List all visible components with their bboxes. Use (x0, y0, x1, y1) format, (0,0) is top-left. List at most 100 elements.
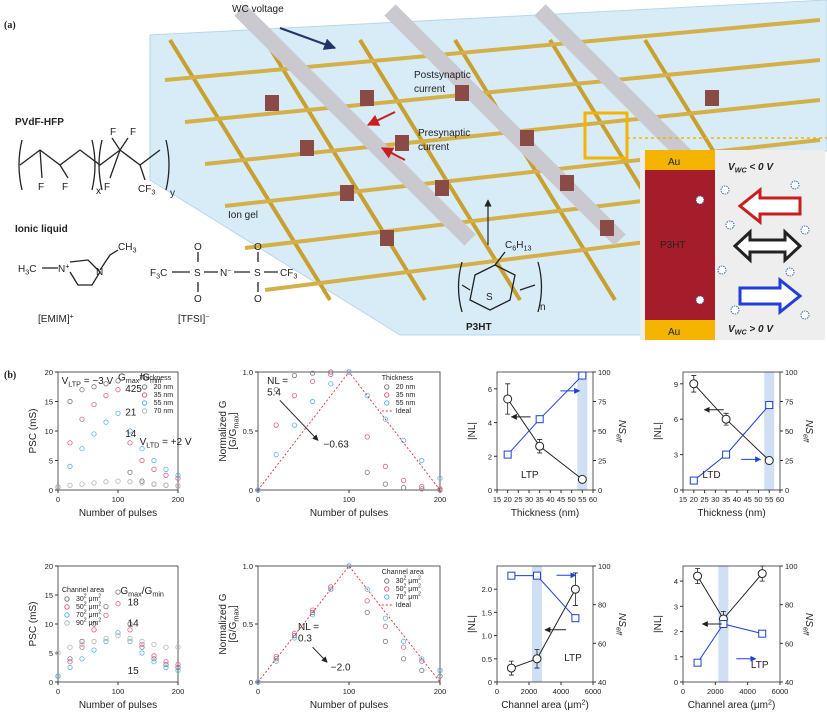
data-point (506, 663, 516, 673)
annotation: 14 (128, 618, 140, 629)
atom-label: F (110, 127, 116, 138)
x-axis-label: Channel area (μm2) (688, 698, 776, 712)
y2-tick-label: 100 (785, 562, 798, 571)
data-point (419, 667, 425, 674)
text-part: CF (138, 184, 151, 195)
data-point (79, 656, 85, 662)
data-point (382, 463, 388, 469)
data-point (291, 635, 297, 641)
x-tick-label: 30 (711, 495, 719, 504)
text-part: 2 (98, 618, 101, 624)
data-point (578, 371, 587, 380)
y2-tick-label: 75 (598, 398, 606, 407)
data-point (758, 629, 767, 638)
transistor-channel (265, 95, 279, 111)
annotation: 15 (128, 666, 140, 677)
text-part: NS (803, 613, 814, 627)
data-point (91, 621, 97, 627)
data-point (151, 641, 157, 647)
bottom-electrode (168, 38, 332, 302)
data-point (151, 457, 157, 464)
data-point (346, 369, 352, 375)
data-point (91, 627, 97, 633)
x-tick-label: 15 (493, 495, 501, 504)
x-tick-label: 20 (503, 495, 511, 504)
atom-label: y (170, 188, 175, 199)
x-axis-label: Number of pulses (79, 700, 157, 711)
data-point (127, 440, 133, 446)
legend-label: 20 nm (396, 384, 416, 391)
text-part: 2 (404, 592, 407, 598)
text-part: 2 (418, 592, 421, 598)
legend-label: 502 μm2 (396, 584, 421, 594)
y-tick-label: 4 (488, 419, 492, 428)
label: current (418, 142, 449, 153)
data-point (55, 673, 61, 679)
ion (725, 220, 735, 230)
data-point (291, 372, 297, 379)
series-line (697, 623, 763, 663)
atom-label: CF3 (280, 268, 297, 281)
x-tick-label: 20 (690, 495, 698, 504)
text-part: C (29, 264, 36, 275)
data-point (67, 440, 73, 446)
label: VWC > 0 V (728, 324, 774, 337)
chart: 0 2000 4000 6000 0 1 2 3 4 40 60 80 100 Channel area … (653, 562, 814, 711)
ion-arrow (737, 186, 802, 226)
y-tick-label: 1.0 (243, 562, 253, 571)
text-part: [TFSI] (178, 314, 205, 325)
atom-label: S (254, 268, 261, 279)
label: [EMIM]+ (38, 312, 74, 326)
legend-title: Channel area (62, 587, 104, 594)
data-point (309, 378, 316, 385)
y-tick-label: 0 (488, 678, 492, 687)
data-point (103, 603, 109, 610)
x-tick-label: 200 (172, 495, 185, 504)
data-point (139, 480, 145, 486)
data-point (503, 450, 512, 459)
data-point (419, 483, 425, 490)
transistor-channel (435, 180, 449, 196)
data-point (400, 638, 407, 645)
text-part: μm (406, 578, 418, 585)
text-part: V (140, 437, 147, 448)
transistor-channel (455, 85, 469, 101)
text-part: 70 (76, 612, 84, 619)
data-point (127, 638, 133, 645)
data-point (115, 630, 121, 636)
y2-axis-label: NSeff (615, 613, 628, 636)
annotation: −0.63 (324, 440, 350, 451)
data-point (67, 656, 73, 662)
text-part: 3 (156, 272, 160, 281)
data-point (151, 481, 157, 487)
data-point (328, 381, 334, 387)
text-part: μm (87, 620, 99, 627)
text-part: + (70, 312, 74, 321)
plot-frame (496, 565, 594, 683)
data-point (535, 441, 545, 451)
data-point (127, 479, 133, 485)
legend-label: 55 nm (154, 400, 174, 407)
annotation: 425 (125, 384, 142, 395)
text-part: N (220, 268, 227, 279)
y-tick-label: 0 (49, 486, 53, 495)
text-part: CF (280, 268, 293, 279)
y-axis-label: [G/Gmax] (228, 605, 241, 643)
x-tick-label: 2000 (521, 687, 538, 696)
data-point (328, 369, 334, 375)
annotation: NL = (298, 622, 319, 633)
data-point (328, 586, 334, 592)
y2-tick-label: 40 (785, 678, 793, 687)
label: P3HT (466, 322, 492, 333)
atom-label: F (104, 182, 110, 193)
data-point (115, 378, 121, 384)
data-point (175, 644, 181, 650)
data-point (127, 428, 133, 434)
panel-label: (a) (4, 20, 16, 31)
data-point (115, 478, 121, 484)
y-tick-label: 1 (674, 653, 678, 662)
bottom-electrode (263, 38, 427, 302)
text-part: 3 (25, 268, 29, 277)
x-axis-label: Number of pulses (79, 508, 157, 519)
